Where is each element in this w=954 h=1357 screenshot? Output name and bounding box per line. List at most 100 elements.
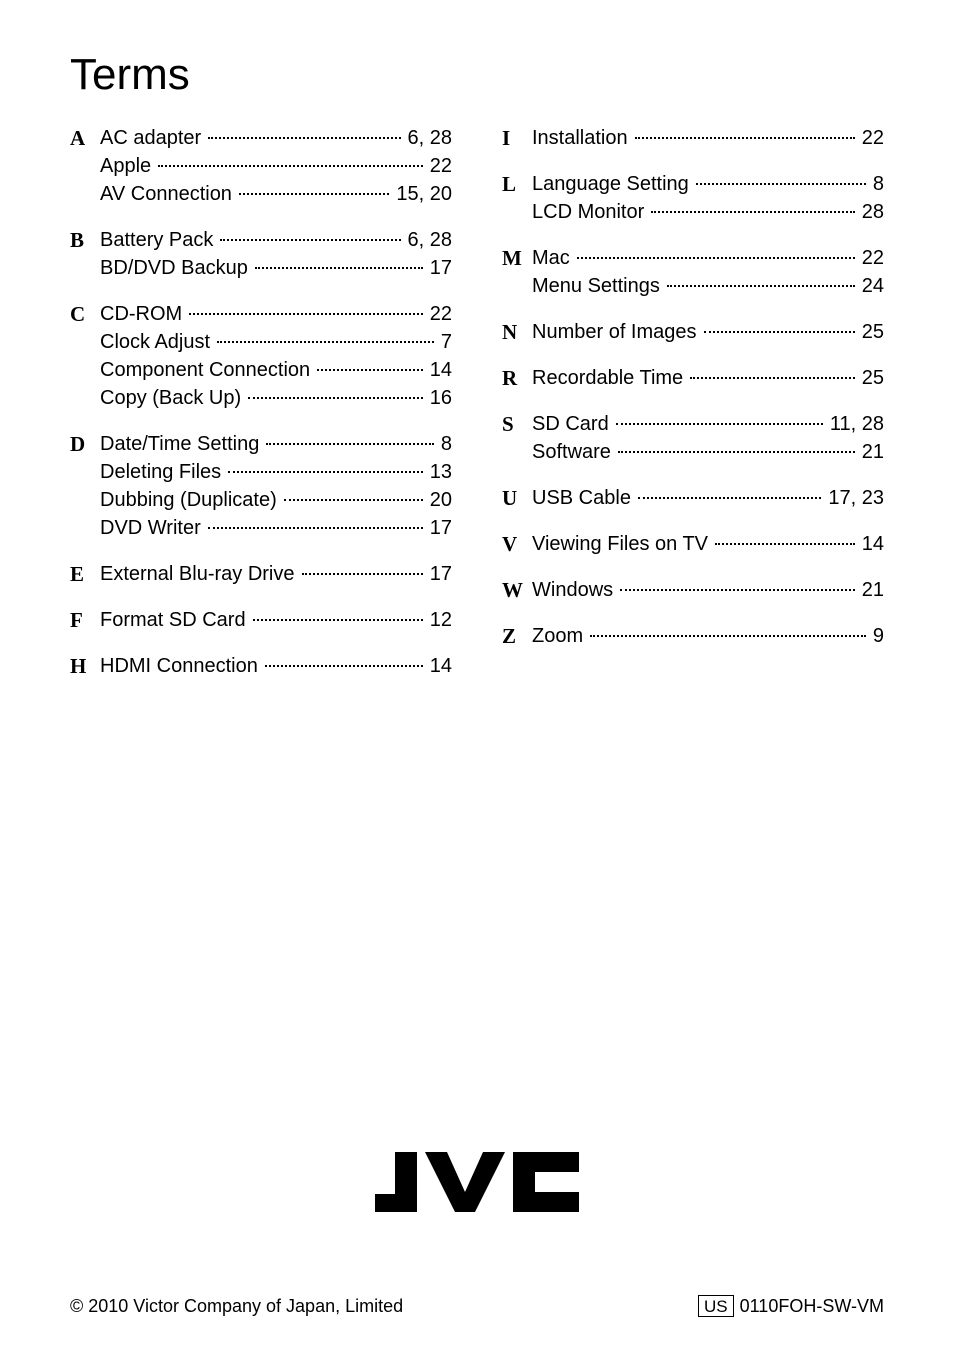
index-entry: AV Connection 15, 20 xyxy=(100,180,452,208)
index-term: DVD Writer xyxy=(100,514,205,542)
index-group: NNumber of Images25 xyxy=(502,318,884,346)
index-term: LCD Monitor xyxy=(532,198,648,226)
index-letter: N xyxy=(502,318,532,346)
index-entries: Number of Images25 xyxy=(532,318,884,346)
index-pages: 6, 28 xyxy=(404,124,452,152)
index-entries: Battery Pack6, 28BD/DVD Backup17 xyxy=(100,226,452,282)
index-entries: Recordable Time25 xyxy=(532,364,884,392)
index-entries: Language Setting8LCD Monitor28 xyxy=(532,170,884,226)
index-entry: BD/DVD Backup17 xyxy=(100,254,452,282)
index-entry: Language Setting8 xyxy=(532,170,884,198)
index-entry: LCD Monitor28 xyxy=(532,198,884,226)
index-pages: 14 xyxy=(858,530,884,558)
index-entries: CD-ROM 22 Clock Adjust 7 Component Connectio… xyxy=(100,300,452,412)
index-pages: 21 xyxy=(858,576,884,604)
index-term: AV Connection xyxy=(100,180,236,208)
index-pages: 7 xyxy=(437,328,452,356)
index-entry: Battery Pack6, 28 xyxy=(100,226,452,254)
index-entry: CD-ROM 22 xyxy=(100,300,452,328)
index-entry: Software21 xyxy=(532,438,884,466)
index-term: Installation xyxy=(532,124,632,152)
index-entry: AC adapter 6, 28 xyxy=(100,124,452,152)
index-letter: C xyxy=(70,300,100,412)
index-entry: Windows 21 xyxy=(532,576,884,604)
index-term: HDMI Connection xyxy=(100,652,262,680)
index-group: DDate/Time Setting8Deleting Files13Dubbi… xyxy=(70,430,452,542)
index-pages: 11, 28 xyxy=(826,410,884,438)
page-footer: © 2010 Victor Company of Japan, Limited … xyxy=(70,1295,884,1317)
leader-dots xyxy=(635,137,855,139)
index-entry: Number of Images25 xyxy=(532,318,884,346)
index-pages: 15, 20 xyxy=(392,180,452,208)
index-group: FFormat SD Card12 xyxy=(70,606,452,634)
index-letter: L xyxy=(502,170,532,226)
jvc-logo xyxy=(367,1142,587,1227)
region-badge: US xyxy=(698,1295,734,1317)
index-term: AC adapter xyxy=(100,124,205,152)
leader-dots xyxy=(696,183,866,185)
index-term: Menu Settings xyxy=(532,272,664,300)
index-pages: 8 xyxy=(869,170,884,198)
index-pages: 22 xyxy=(426,300,452,328)
index-entries: SD Card 11, 28Software21 xyxy=(532,410,884,466)
index-group: AAC adapter6, 28Apple22AV Connection15, … xyxy=(70,124,452,208)
index-term: CD-ROM xyxy=(100,300,186,328)
index-term: Clock Adjust xyxy=(100,328,214,356)
index-letter: R xyxy=(502,364,532,392)
leader-dots xyxy=(239,193,389,195)
index-pages: 16 xyxy=(426,384,452,412)
index-entry: Clock Adjust 7 xyxy=(100,328,452,356)
page-title: Terms xyxy=(70,50,884,100)
index-term: Apple xyxy=(100,152,155,180)
leader-dots xyxy=(590,635,866,637)
leader-dots xyxy=(667,285,855,287)
index-term: External Blu-ray Drive xyxy=(100,560,299,588)
index-term: Dubbing (Duplicate) xyxy=(100,486,281,514)
index-term: Viewing Files on TV xyxy=(532,530,712,558)
index-pages: 8 xyxy=(437,430,452,458)
index-pages: 9 xyxy=(869,622,884,650)
index-entries: Installation22 xyxy=(532,124,884,152)
index-letter: B xyxy=(70,226,100,282)
index-pages: 25 xyxy=(858,318,884,346)
index-pages: 14 xyxy=(426,356,452,384)
index-pages: 22 xyxy=(858,244,884,272)
leader-dots xyxy=(715,543,855,545)
index-group: MMac22Menu Settings24 xyxy=(502,244,884,300)
index-term: Component Connection xyxy=(100,356,314,384)
index-term: SD Card xyxy=(532,410,613,438)
index-entry: Apple22 xyxy=(100,152,452,180)
right-column: IInstallation22LLanguage Setting8LCD Mon… xyxy=(502,124,884,698)
index-entry: Deleting Files13 xyxy=(100,458,452,486)
index-letter: I xyxy=(502,124,532,152)
index-group: IInstallation22 xyxy=(502,124,884,152)
leader-dots xyxy=(265,665,423,667)
index-term: Windows xyxy=(532,576,617,604)
leader-dots xyxy=(266,443,434,445)
index-pages: 14 xyxy=(426,652,452,680)
index-entries: External Blu-ray Drive17 xyxy=(100,560,452,588)
leader-dots xyxy=(620,589,855,591)
index-pages: 6, 28 xyxy=(404,226,452,254)
index-entry: SD Card 11, 28 xyxy=(532,410,884,438)
index-entry: Date/Time Setting8 xyxy=(100,430,452,458)
index-entry: Zoom9 xyxy=(532,622,884,650)
index-letter: S xyxy=(502,410,532,466)
index-entry: HDMI Connection 14 xyxy=(100,652,452,680)
leader-dots xyxy=(158,165,423,167)
index-pages: 13 xyxy=(426,458,452,486)
index-group: EExternal Blu-ray Drive17 xyxy=(70,560,452,588)
index-pages: 20 xyxy=(426,486,452,514)
leader-dots xyxy=(302,573,423,575)
index-entries: Mac22Menu Settings24 xyxy=(532,244,884,300)
index-group: UUSB Cable17, 23 xyxy=(502,484,884,512)
index-group: ZZoom9 xyxy=(502,622,884,650)
leader-dots xyxy=(638,497,821,499)
index-group: BBattery Pack6, 28BD/DVD Backup17 xyxy=(70,226,452,282)
index-group: SSD Card 11, 28Software21 xyxy=(502,410,884,466)
index-group: CCD-ROM 22 Clock Adjust 7 Component Connecti… xyxy=(70,300,452,412)
left-column: AAC adapter6, 28Apple22AV Connection15, … xyxy=(70,124,452,698)
index-group: VViewing Files on TV14 xyxy=(502,530,884,558)
index-entries: Format SD Card12 xyxy=(100,606,452,634)
index-entry: Viewing Files on TV 14 xyxy=(532,530,884,558)
